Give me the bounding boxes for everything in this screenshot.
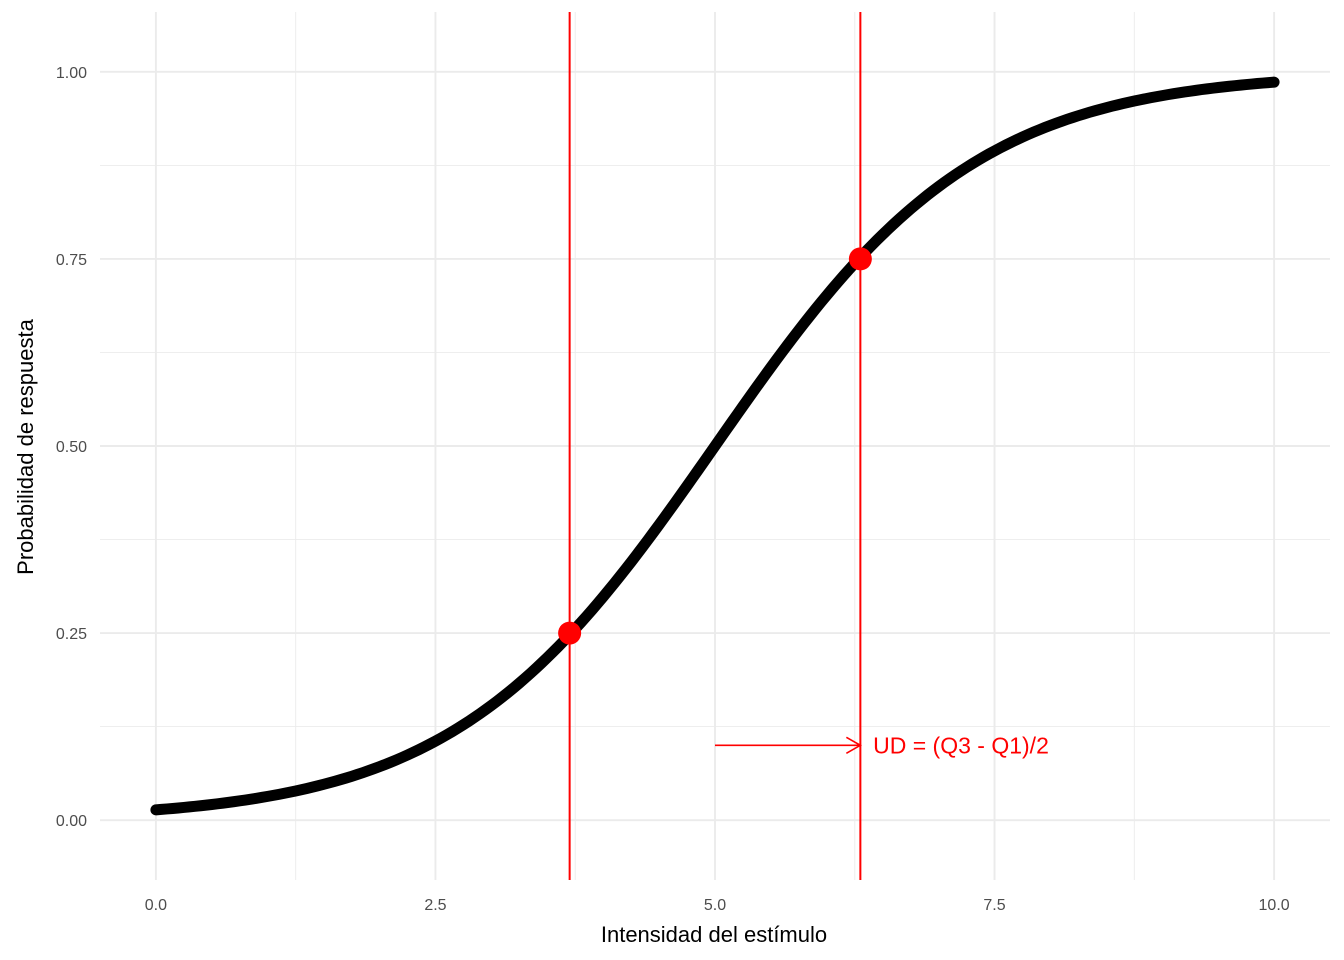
y-tick-label: 1.00 <box>56 65 87 82</box>
y-tick-labels: 0.00 0.25 0.50 0.75 1.00 <box>56 65 87 830</box>
x-tick-labels: 0.0 2.5 5.0 7.5 10.0 <box>145 897 1290 914</box>
x-tick-label: 0.0 <box>145 897 167 914</box>
y-tick-label: 0.50 <box>56 439 87 456</box>
x-tick-label: 10.0 <box>1259 897 1290 914</box>
x-tick-label: 5.0 <box>704 897 726 914</box>
ud-arrow <box>715 736 862 755</box>
x-tick-label: 7.5 <box>983 897 1005 914</box>
x-tick-label: 2.5 <box>424 897 446 914</box>
arrow-head <box>845 736 862 755</box>
ud-annotation: UD = (Q3 - Q1)/2 <box>873 732 1049 758</box>
y-tick-label: 0.00 <box>56 813 87 830</box>
point-q3 <box>848 247 872 271</box>
y-axis-title: Probabilidad de respuesta <box>13 318 38 574</box>
logistic-curve <box>150 76 1280 816</box>
series-layer <box>150 76 1280 816</box>
y-tick-label: 0.75 <box>56 252 87 269</box>
x-axis-title: Intensidad del estímulo <box>601 922 827 947</box>
point-q1 <box>558 621 582 645</box>
quartile-lines <box>568 12 862 880</box>
y-tick-label: 0.25 <box>56 626 87 643</box>
quartile-points <box>558 247 872 645</box>
